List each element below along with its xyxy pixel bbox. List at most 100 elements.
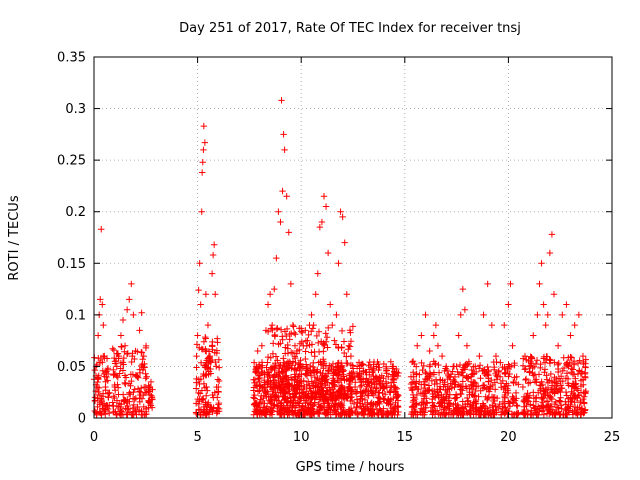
- data-point: [202, 291, 210, 298]
- data-point: [196, 260, 203, 267]
- x-axis-label: GPS time / hours: [296, 460, 405, 475]
- data-point: [422, 311, 429, 319]
- data-point: [253, 410, 261, 418]
- data-point: [440, 410, 448, 418]
- data-point: [102, 383, 109, 391]
- data-point: [332, 341, 340, 348]
- data-point: [372, 388, 379, 396]
- data-point: [430, 393, 437, 400]
- data-point: [472, 368, 480, 376]
- data-point: [205, 399, 212, 406]
- data-point: [545, 392, 553, 399]
- data-point: [105, 394, 112, 401]
- data-point: [417, 409, 424, 416]
- data-point: [275, 373, 282, 380]
- data-point: [269, 363, 277, 370]
- data-point: [319, 387, 327, 394]
- data-point: [347, 361, 355, 369]
- data-point: [204, 402, 211, 410]
- data-point: [304, 378, 312, 385]
- data-point: [119, 367, 127, 374]
- data-point: [286, 336, 293, 343]
- data-point: [269, 350, 277, 357]
- data-point: [262, 327, 270, 334]
- data-point: [322, 203, 330, 210]
- data-point: [322, 330, 329, 337]
- data-point: [432, 321, 440, 329]
- data-point: [413, 400, 420, 407]
- data-point: [267, 354, 274, 362]
- data-point: [313, 332, 321, 340]
- data-point: [130, 408, 138, 415]
- data-point: [104, 377, 111, 384]
- data-point: [531, 377, 539, 385]
- data-point: [539, 399, 546, 406]
- data-point: [319, 356, 327, 363]
- data-point: [94, 332, 102, 339]
- data-point: [512, 389, 520, 397]
- data-point: [429, 395, 436, 403]
- data-point: [499, 408, 506, 416]
- data-point: [264, 359, 271, 366]
- data-point: [373, 374, 381, 382]
- data-point: [121, 348, 128, 355]
- data-point: [250, 376, 257, 384]
- data-point: [567, 353, 574, 361]
- data-point: [435, 361, 442, 369]
- data-point: [541, 369, 548, 376]
- data-point: [362, 388, 369, 395]
- data-point: [293, 347, 301, 355]
- data-point: [554, 368, 562, 376]
- data-point: [280, 373, 288, 381]
- data-point: [302, 348, 309, 355]
- data-point: [345, 342, 353, 349]
- data-point: [143, 373, 150, 380]
- data-point: [577, 397, 584, 405]
- data-point: [532, 398, 540, 405]
- data-point: [547, 357, 554, 364]
- data-point: [476, 352, 483, 360]
- data-point: [215, 405, 223, 413]
- data-point: [513, 402, 520, 409]
- data-point: [460, 411, 467, 419]
- data-point: [128, 358, 135, 366]
- data-point: [572, 380, 580, 387]
- data-point: [126, 296, 133, 303]
- data-point: [132, 347, 139, 355]
- data-point: [370, 365, 377, 372]
- data-point: [467, 373, 475, 380]
- data-point: [431, 403, 438, 410]
- data-point: [488, 376, 495, 384]
- data-point: [391, 368, 398, 376]
- data-point: [320, 348, 327, 355]
- grid-lines: [94, 57, 612, 418]
- data-point: [501, 370, 509, 378]
- data-point: [124, 411, 131, 418]
- data-point: [316, 404, 324, 412]
- data-point: [294, 372, 302, 380]
- data-point: [127, 371, 135, 378]
- data-point: [431, 411, 439, 418]
- data-point: [319, 362, 327, 369]
- data-point: [275, 208, 282, 215]
- data-point: [286, 364, 293, 371]
- data-point: [209, 251, 217, 259]
- data-point: [337, 411, 345, 419]
- data-point: [256, 400, 263, 407]
- data-point: [535, 371, 543, 378]
- data-point: [491, 379, 499, 386]
- data-point: [559, 311, 566, 319]
- data-point: [440, 394, 447, 401]
- data-point: [547, 370, 555, 378]
- data-point: [93, 383, 101, 391]
- data-point: [290, 329, 298, 337]
- data-point: [325, 409, 332, 416]
- data-point: [279, 393, 286, 400]
- data-point: [272, 393, 279, 400]
- data-point: [549, 382, 556, 389]
- data-point: [284, 398, 291, 406]
- data-point: [99, 301, 106, 308]
- data-point: [437, 386, 444, 393]
- data-point: [461, 401, 469, 408]
- data-point: [525, 363, 533, 370]
